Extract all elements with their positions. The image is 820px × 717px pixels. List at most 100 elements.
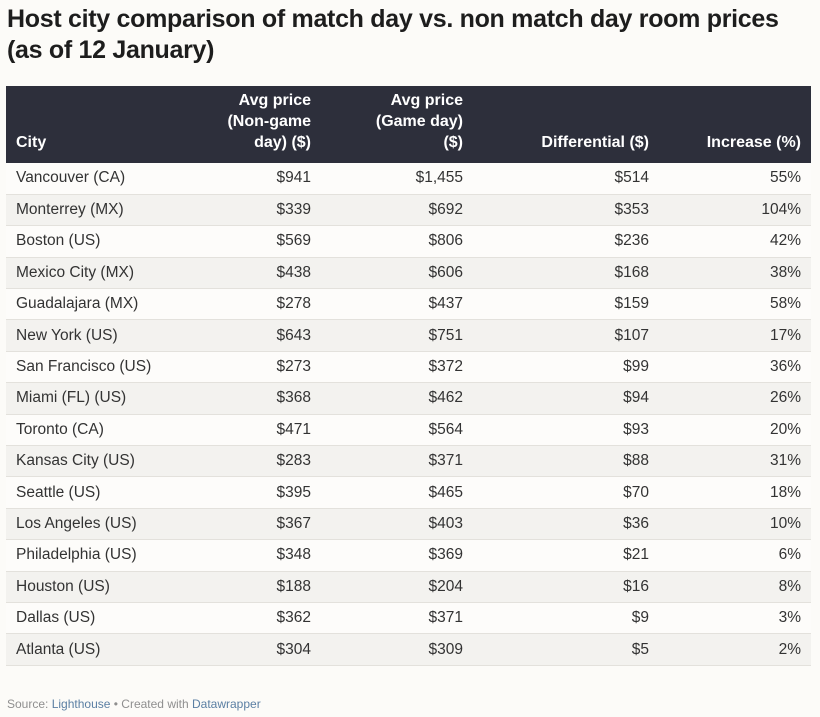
- city-cell: Mexico City (MX): [6, 257, 186, 290]
- city-cell: Philadelphia (US): [6, 539, 186, 572]
- game-price-cell: $371: [321, 445, 473, 478]
- non-game-price-cell: $471: [186, 414, 321, 447]
- game-price-cell: $371: [321, 602, 473, 635]
- increase-cell: 42%: [659, 225, 811, 258]
- differential-cell: $107: [473, 319, 659, 352]
- column-header-city[interactable]: City: [16, 134, 47, 151]
- increase-cell: 10%: [659, 508, 811, 541]
- city-cell: San Francisco (US): [6, 351, 186, 384]
- table-row: Vancouver (CA) $941 $1,455 $514 55%: [6, 163, 811, 195]
- increase-cell: 104%: [659, 194, 811, 227]
- increase-cell: 38%: [659, 257, 811, 290]
- differential-cell: $5: [473, 633, 659, 666]
- game-price-cell: $606: [321, 257, 473, 290]
- increase-cell: 31%: [659, 445, 811, 478]
- increase-cell: 36%: [659, 351, 811, 384]
- data-table-container: City Avg price (Non-game day) ($) Avg pr…: [6, 86, 811, 666]
- table-body: Vancouver (CA) $941 $1,455 $514 55% Monterrey…: [6, 163, 811, 666]
- city-cell: Monterrey (MX): [6, 194, 186, 227]
- city-cell: Vancouver (CA): [6, 163, 186, 195]
- game-price-cell: $437: [321, 288, 473, 321]
- increase-cell: 3%: [659, 602, 811, 635]
- differential-cell: $236: [473, 225, 659, 258]
- header-row: City Avg price (Non-game day) ($) Avg pr…: [6, 86, 811, 163]
- table-row: Los Angeles (US) $367 $403 $36 10%: [6, 508, 811, 541]
- chart-title: Host city comparison of match day vs. no…: [7, 5, 779, 64]
- differential-cell: $21: [473, 539, 659, 572]
- city-cell: Seattle (US): [6, 476, 186, 509]
- table-row: Mexico City (MX) $438 $606 $168 38%: [6, 257, 811, 290]
- city-cell: Dallas (US): [6, 602, 186, 635]
- table-row: Philadelphia (US) $348 $369 $21 6%: [6, 539, 811, 572]
- differential-cell: $94: [473, 382, 659, 415]
- data-table: City Avg price (Non-game day) ($) Avg pr…: [6, 86, 811, 666]
- game-price-cell: $309: [321, 633, 473, 666]
- column-header-differential[interactable]: Differential ($): [541, 134, 649, 151]
- differential-cell: $514: [473, 163, 659, 195]
- column-header-game-price[interactable]: Avg price (Game day) ($): [321, 86, 473, 163]
- table-row: San Francisco (US) $273 $372 $99 36%: [6, 351, 811, 384]
- city-cell: Miami (FL) (US): [6, 382, 186, 415]
- credit-separator: • Created with: [110, 697, 192, 711]
- city-cell: Guadalajara (MX): [6, 288, 186, 321]
- differential-cell: $9: [473, 602, 659, 635]
- game-price-cell: $806: [321, 225, 473, 258]
- non-game-price-cell: $569: [186, 225, 321, 258]
- column-header-non-game-price[interactable]: Avg price (Non-game day) ($): [186, 86, 321, 163]
- increase-cell: 58%: [659, 288, 811, 321]
- source-footer: Source: Lighthouse • Created with Datawr…: [7, 697, 261, 711]
- header-line: (Game day): [375, 113, 463, 130]
- increase-cell: 6%: [659, 539, 811, 572]
- differential-cell: $70: [473, 476, 659, 509]
- differential-cell: $99: [473, 351, 659, 384]
- table-header: City Avg price (Non-game day) ($) Avg pr…: [6, 86, 811, 163]
- increase-cell: 17%: [659, 319, 811, 352]
- differential-cell: $168: [473, 257, 659, 290]
- differential-cell: $16: [473, 571, 659, 603]
- city-cell: Houston (US): [6, 571, 186, 603]
- game-price-cell: $564: [321, 414, 473, 447]
- non-game-price-cell: $304: [186, 633, 321, 666]
- header-line: Avg price: [390, 92, 463, 109]
- city-cell: New York (US): [6, 319, 186, 352]
- increase-cell: 26%: [659, 382, 811, 415]
- non-game-price-cell: $395: [186, 476, 321, 509]
- city-cell: Los Angeles (US): [6, 508, 186, 541]
- increase-cell: 18%: [659, 476, 811, 509]
- differential-cell: $36: [473, 508, 659, 541]
- column-header-increase[interactable]: Increase (%): [706, 134, 801, 151]
- increase-cell: 55%: [659, 163, 811, 195]
- game-price-cell: $751: [321, 319, 473, 352]
- game-price-cell: $692: [321, 194, 473, 227]
- game-price-cell: $204: [321, 571, 473, 603]
- differential-cell: $353: [473, 194, 659, 227]
- differential-cell: $88: [473, 445, 659, 478]
- city-cell: Toronto (CA): [6, 414, 186, 447]
- datawrapper-link[interactable]: Datawrapper: [192, 697, 261, 711]
- game-price-cell: $1,455: [321, 163, 473, 195]
- table-row: Houston (US) $188 $204 $16 8%: [6, 571, 811, 603]
- non-game-price-cell: $278: [186, 288, 321, 321]
- table-row: Kansas City (US) $283 $371 $88 31%: [6, 445, 811, 478]
- differential-cell: $159: [473, 288, 659, 321]
- non-game-price-cell: $438: [186, 257, 321, 290]
- table-row: Atlanta (US) $304 $309 $5 2%: [6, 633, 811, 666]
- non-game-price-cell: $283: [186, 445, 321, 478]
- game-price-cell: $372: [321, 351, 473, 384]
- non-game-price-cell: $368: [186, 382, 321, 415]
- table-row: Miami (FL) (US) $368 $462 $94 26%: [6, 382, 811, 415]
- non-game-price-cell: $941: [186, 163, 321, 195]
- header-line: Avg price: [238, 92, 311, 109]
- increase-cell: 2%: [659, 633, 811, 666]
- table-row: Seattle (US) $395 $465 $70 18%: [6, 476, 811, 509]
- header-line: day) ($): [254, 134, 311, 151]
- game-price-cell: $465: [321, 476, 473, 509]
- city-cell: Boston (US): [6, 225, 186, 258]
- non-game-price-cell: $188: [186, 571, 321, 603]
- increase-cell: 20%: [659, 414, 811, 447]
- source-link[interactable]: Lighthouse: [51, 697, 111, 711]
- table-row: Guadalajara (MX) $278 $437 $159 58%: [6, 288, 811, 321]
- table-row: New York (US) $643 $751 $107 17%: [6, 319, 811, 352]
- table-row: Boston (US) $569 $806 $236 42%: [6, 225, 811, 258]
- game-price-cell: $403: [321, 508, 473, 541]
